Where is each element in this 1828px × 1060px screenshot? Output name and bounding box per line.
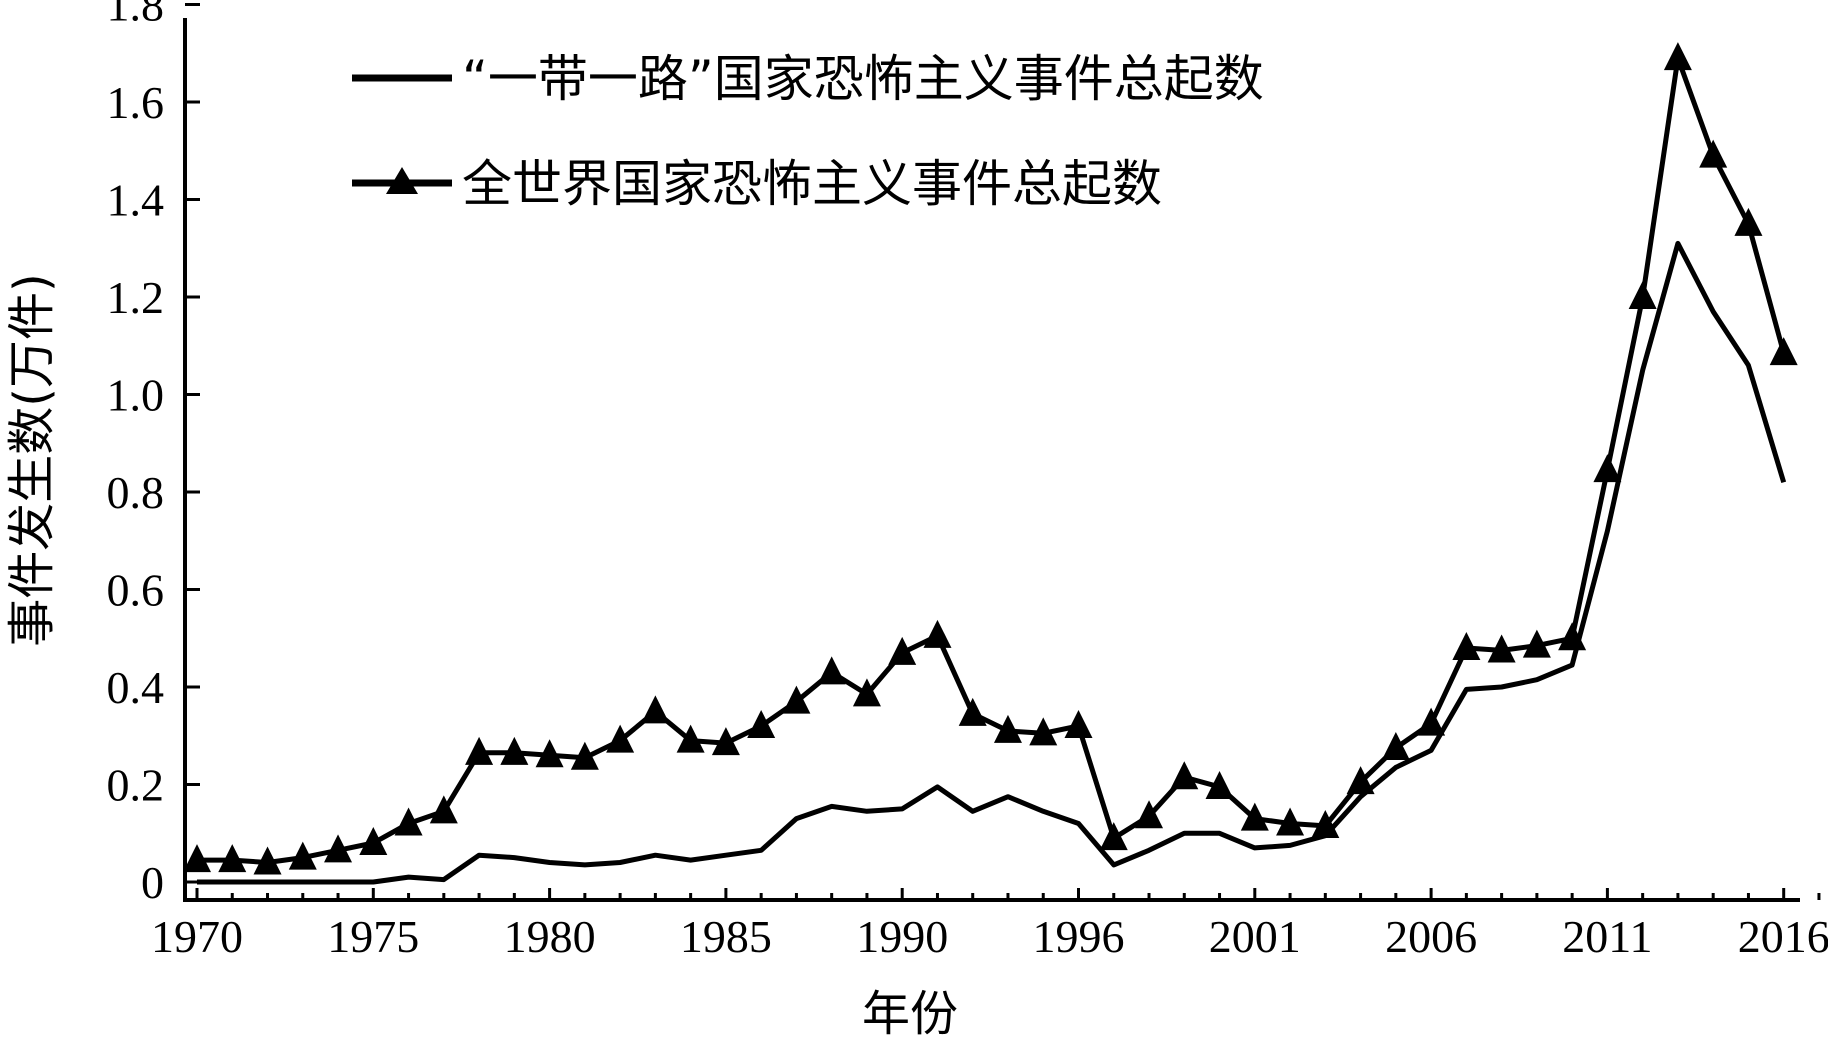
data-point-triangle xyxy=(1769,337,1798,366)
data-point-triangle xyxy=(782,685,811,714)
y-tick-label: 1.2 xyxy=(107,272,165,323)
data-point-triangle xyxy=(1452,632,1481,660)
data-point-triangle xyxy=(1311,809,1340,838)
data-point-triangle xyxy=(852,678,881,707)
data-point-triangle xyxy=(429,795,458,824)
data-point-triangle xyxy=(1135,800,1164,829)
series-line-world xyxy=(197,55,1787,865)
series-layer xyxy=(183,42,1798,885)
y-tick-label: 0.2 xyxy=(107,760,165,811)
data-point-triangle xyxy=(747,710,776,738)
x-tick-label: 1975 xyxy=(327,911,419,962)
data-point-triangle xyxy=(359,827,388,855)
y-tick-label: 1.6 xyxy=(107,77,165,128)
data-point-triangle xyxy=(324,834,353,863)
x-ticks: 1970 1975 1980 1985 1990 1996 2001 2006 2011 2016 xyxy=(151,888,1828,962)
legend-item-world: 全世界国家恐怖主义事件总起数 xyxy=(352,155,1162,213)
x-tick-label: 1996 xyxy=(1033,911,1125,962)
legend: “一带一路”国家恐怖主义事件总起数 全世界国家恐怖主义事件总起数 xyxy=(352,50,1264,213)
y-tick-label: 0.6 xyxy=(107,565,165,616)
data-point-triangle xyxy=(606,724,635,753)
data-point-triangle xyxy=(253,846,282,875)
data-point-triangle xyxy=(1205,770,1234,799)
data-point-triangle xyxy=(641,695,670,724)
data-point-triangle xyxy=(711,727,740,756)
y-ticks: 0 0.2 0.4 0.6 0.8 1.0 1.2 1.4 1.6 1.8 xyxy=(107,0,200,908)
data-point-triangle xyxy=(888,636,917,665)
data-point-triangle xyxy=(535,739,564,768)
data-point-triangle xyxy=(570,741,599,770)
data-point-triangle xyxy=(817,656,846,685)
y-tick-label: 1.8 xyxy=(107,0,165,31)
y-tick-label: 0.8 xyxy=(107,467,165,518)
data-point-triangle xyxy=(1276,807,1305,836)
legend-label-belt-road: “一带一路”国家恐怖主义事件总起数 xyxy=(462,50,1264,108)
legend-item-belt-road: “一带一路”国家恐怖主义事件总起数 xyxy=(352,50,1264,108)
data-point-triangle xyxy=(1064,710,1093,738)
x-tick-label: 2016 xyxy=(1738,911,1828,962)
y-tick-label: 1.0 xyxy=(107,370,165,421)
x-axis-title: 年份 xyxy=(862,986,958,1042)
data-point-triangle xyxy=(1663,42,1692,71)
data-point-triangle xyxy=(1699,139,1728,168)
data-point-triangle xyxy=(1417,707,1446,736)
x-tick-label: 1985 xyxy=(680,911,772,962)
series-line-belt-road xyxy=(197,240,1787,885)
data-point-triangle xyxy=(500,736,529,765)
y-tick-label: 0.4 xyxy=(107,662,165,713)
data-point-triangle xyxy=(1628,281,1657,309)
data-point-triangle xyxy=(1593,454,1622,483)
legend-label-world: 全世界国家恐怖主义事件总起数 xyxy=(462,155,1162,213)
data-point-triangle xyxy=(288,841,317,870)
x-tick-label: 2006 xyxy=(1385,911,1477,962)
x-tick-label: 1970 xyxy=(151,911,243,962)
data-point-triangle xyxy=(183,844,211,873)
data-point-triangle xyxy=(218,844,247,873)
y-axis-title: 事件发生数(万件) xyxy=(4,273,60,646)
data-point-triangle xyxy=(1487,634,1516,663)
x-tick-label: 2011 xyxy=(1562,911,1652,962)
data-point-triangle xyxy=(676,724,705,753)
data-point-triangle xyxy=(1522,629,1551,658)
data-point-triangle xyxy=(1240,802,1269,831)
data-point-triangle xyxy=(1558,622,1587,651)
data-point-triangle xyxy=(1346,766,1375,795)
data-point-triangle xyxy=(993,714,1022,743)
y-tick-label: 1.4 xyxy=(107,175,165,226)
data-point-triangle xyxy=(1170,761,1199,790)
plot-axes xyxy=(183,18,1800,902)
data-point-triangle xyxy=(1381,731,1410,760)
data-point-triangle xyxy=(923,619,952,648)
data-point-triangle xyxy=(1029,717,1058,746)
legend-triangle-marker xyxy=(386,167,418,194)
data-point-triangle xyxy=(958,697,987,726)
y-tick-label: 0 xyxy=(141,857,164,908)
data-point-triangle xyxy=(1734,207,1763,236)
x-tick-label: 1990 xyxy=(856,911,948,962)
data-point-triangle xyxy=(394,807,423,836)
x-tick-label: 2001 xyxy=(1209,911,1301,962)
x-tick-label: 1980 xyxy=(504,911,596,962)
data-point-triangle xyxy=(1099,822,1128,851)
data-point-triangle xyxy=(465,736,494,765)
